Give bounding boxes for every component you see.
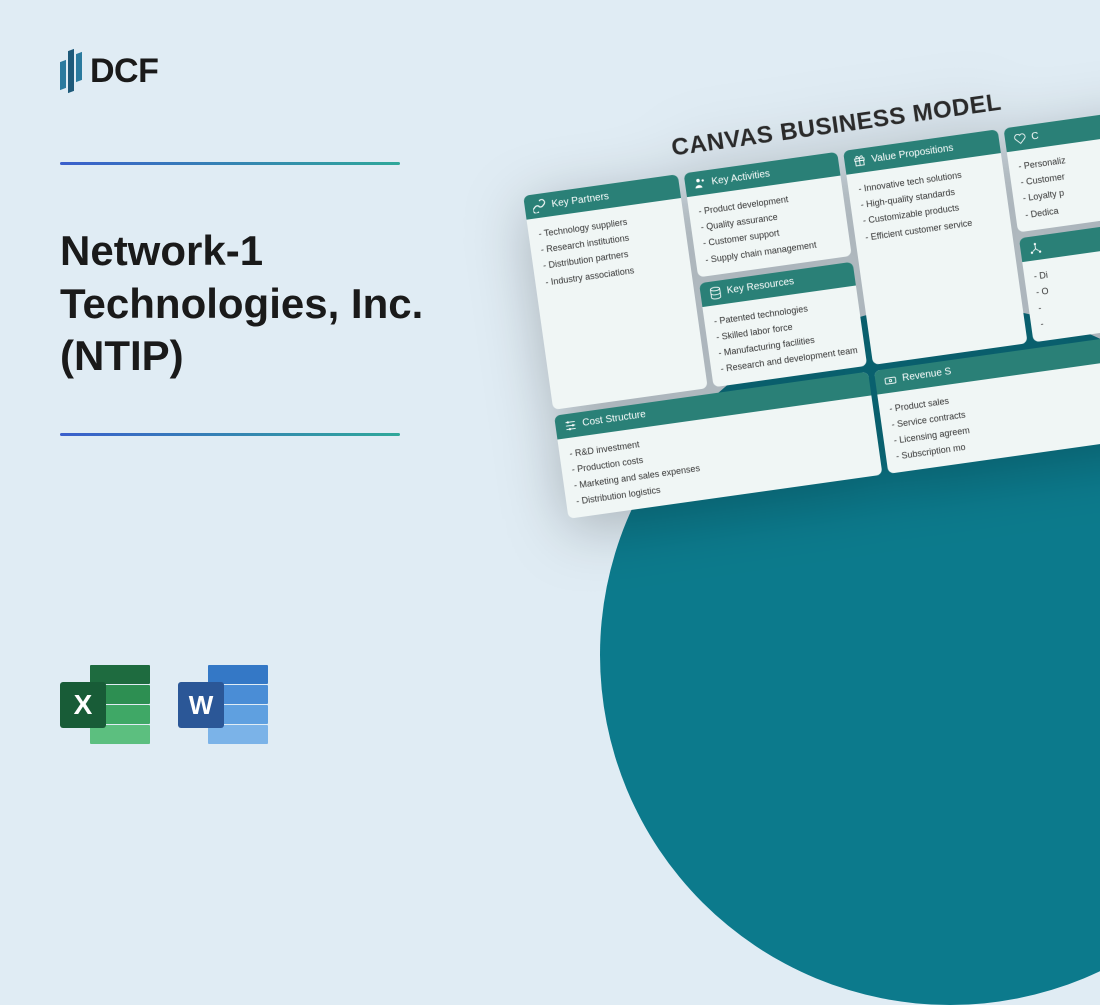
link-icon — [532, 198, 548, 214]
database-icon — [707, 285, 723, 301]
heart-icon — [1012, 130, 1028, 146]
network-icon — [1027, 240, 1043, 256]
people-icon — [692, 175, 708, 191]
page-title: Network-1 Technologies, Inc. (NTIP) — [60, 225, 460, 383]
left-panel: DCF Network-1 Technologies, Inc. (NTIP) — [60, 50, 460, 436]
logo-text: DCF — [90, 52, 158, 91]
card-title: C — [1031, 130, 1040, 142]
divider-bottom — [60, 433, 400, 436]
logo: DCF — [60, 50, 460, 92]
canvas-mockup: CANVAS BUSINESS MODEL Key Partners - Tec… — [518, 67, 1100, 519]
excel-badge-letter: X — [60, 682, 106, 728]
canvas-card-key-activities: Key Activities - Product development- Qu… — [683, 152, 852, 277]
canvas-card-key-resources: Key Resources - Patented technologies- S… — [699, 261, 868, 386]
sliders-icon — [563, 417, 579, 433]
card-title: Cost Structure — [582, 409, 647, 429]
canvas-card-channels: - Di- O-- — [1018, 217, 1100, 342]
canvas-card-value-propositions: Value Propositions - Innovative tech sol… — [843, 129, 1027, 364]
excel-icon: X — [60, 660, 150, 750]
card-title: Revenue S — [902, 366, 953, 384]
card-title: Key Resources — [726, 276, 795, 296]
word-badge-letter: W — [178, 682, 224, 728]
money-icon — [882, 372, 898, 388]
logo-bars-icon — [60, 50, 82, 92]
app-icons-row: X W — [60, 660, 268, 750]
divider-top — [60, 162, 400, 165]
card-title: Key Activities — [711, 168, 771, 187]
gift-icon — [852, 153, 868, 169]
card-title: Key Partners — [551, 191, 610, 210]
word-icon: W — [178, 660, 268, 750]
canvas-card-key-partners: Key Partners - Technology suppliers- Res… — [523, 174, 707, 409]
canvas-card-customer-relationships: C - Personaliz- Customer- Loyalty p- Ded… — [1003, 107, 1100, 232]
